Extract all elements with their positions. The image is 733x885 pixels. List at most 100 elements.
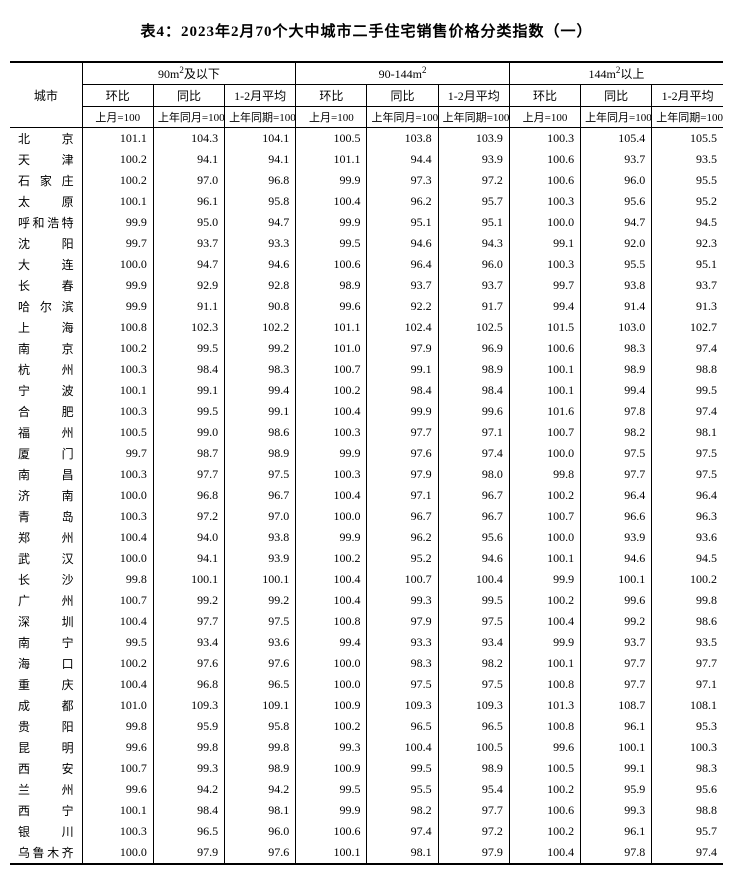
table-row: 南宁99.593.493.699.493.393.499.993.793.5 [10,632,723,653]
value-cell: 100.3 [296,464,367,485]
value-cell: 94.3 [438,233,509,254]
table-row: 重庆100.496.896.5100.097.597.5100.897.797.… [10,674,723,695]
value-cell: 96.3 [652,506,723,527]
value-cell: 99.3 [296,737,367,758]
value-cell: 98.1 [225,800,296,821]
value-cell: 97.1 [438,422,509,443]
value-cell: 100.3 [82,506,153,527]
header-sub: 环比 [509,85,580,107]
value-cell: 100.4 [509,842,580,864]
value-cell: 100.6 [509,149,580,170]
value-cell: 102.4 [367,317,438,338]
value-cell: 109.3 [153,695,224,716]
value-cell: 103.0 [581,317,652,338]
header-sub: 同比 [153,85,224,107]
city-cell: 济南 [10,485,82,506]
value-cell: 99.5 [652,380,723,401]
value-cell: 97.5 [652,443,723,464]
city-cell: 南昌 [10,464,82,485]
header-group-0: 90m2及以下 [82,62,296,85]
table-row: 成都101.0109.3109.1100.9109.3109.3101.3108… [10,695,723,716]
header-group-2: 144m2以上 [509,62,723,85]
value-cell: 93.3 [225,233,296,254]
value-cell: 99.2 [225,590,296,611]
value-cell: 101.1 [82,128,153,150]
city-cell: 长沙 [10,569,82,590]
table-row: 武汉100.094.193.9100.295.294.6100.194.694.… [10,548,723,569]
value-cell: 98.6 [225,422,296,443]
table-row: 厦门99.798.798.999.997.697.4100.097.597.5 [10,443,723,464]
value-cell: 100.6 [509,338,580,359]
table-row: 福州100.599.098.6100.397.797.1100.798.298.… [10,422,723,443]
value-cell: 100.6 [296,821,367,842]
value-cell: 101.1 [296,149,367,170]
value-cell: 97.7 [581,464,652,485]
value-cell: 95.3 [652,716,723,737]
value-cell: 95.5 [652,170,723,191]
value-cell: 93.7 [438,275,509,296]
value-cell: 100.1 [581,569,652,590]
value-cell: 91.3 [652,296,723,317]
value-cell: 96.2 [367,527,438,548]
value-cell: 97.2 [438,821,509,842]
value-cell: 93.7 [581,149,652,170]
value-cell: 95.1 [652,254,723,275]
value-cell: 97.6 [153,653,224,674]
value-cell: 99.4 [581,380,652,401]
value-cell: 99.5 [438,590,509,611]
value-cell: 99.5 [153,401,224,422]
value-cell: 93.9 [438,149,509,170]
value-cell: 93.5 [652,632,723,653]
value-cell: 98.3 [652,758,723,779]
city-cell: 呼和浩特 [10,212,82,233]
value-cell: 97.5 [225,611,296,632]
value-cell: 101.5 [509,317,580,338]
table-row: 杭州100.398.498.3100.799.198.9100.198.998.… [10,359,723,380]
value-cell: 99.4 [296,632,367,653]
value-cell: 94.7 [225,212,296,233]
value-cell: 100.7 [82,758,153,779]
value-cell: 95.6 [652,779,723,800]
value-cell: 100.4 [296,191,367,212]
city-cell: 南宁 [10,632,82,653]
value-cell: 93.8 [225,527,296,548]
value-cell: 100.9 [296,695,367,716]
city-cell: 兰州 [10,779,82,800]
value-cell: 94.5 [652,548,723,569]
value-cell: 100.3 [82,464,153,485]
header-base: 上年同月=100 [153,107,224,128]
value-cell: 99.1 [225,401,296,422]
value-cell: 99.9 [296,170,367,191]
value-cell: 100.4 [82,527,153,548]
value-cell: 99.5 [153,338,224,359]
value-cell: 100.1 [82,380,153,401]
table-row: 济南100.096.896.7100.497.196.7100.296.496.… [10,485,723,506]
value-cell: 95.8 [225,191,296,212]
header-base: 上年同期=100 [652,107,723,128]
value-cell: 96.4 [367,254,438,275]
value-cell: 97.4 [438,443,509,464]
city-cell: 武汉 [10,548,82,569]
value-cell: 100.7 [509,506,580,527]
value-cell: 97.7 [367,422,438,443]
value-cell: 100.6 [509,170,580,191]
value-cell: 100.2 [296,716,367,737]
value-cell: 97.9 [153,842,224,864]
value-cell: 97.4 [367,821,438,842]
table-body: 北京101.1104.3104.1100.5103.8103.9100.3105… [10,128,723,865]
value-cell: 97.7 [153,611,224,632]
header-sub: 同比 [581,85,652,107]
value-cell: 94.4 [367,149,438,170]
value-cell: 95.2 [652,191,723,212]
value-cell: 100.4 [296,485,367,506]
value-cell: 95.9 [581,779,652,800]
value-cell: 100.4 [296,590,367,611]
value-cell: 93.6 [652,527,723,548]
city-cell: 太原 [10,191,82,212]
value-cell: 99.2 [153,590,224,611]
header-base: 上年同月=100 [581,107,652,128]
value-cell: 97.7 [153,464,224,485]
value-cell: 94.0 [153,527,224,548]
value-cell: 96.1 [581,716,652,737]
city-cell: 合肥 [10,401,82,422]
